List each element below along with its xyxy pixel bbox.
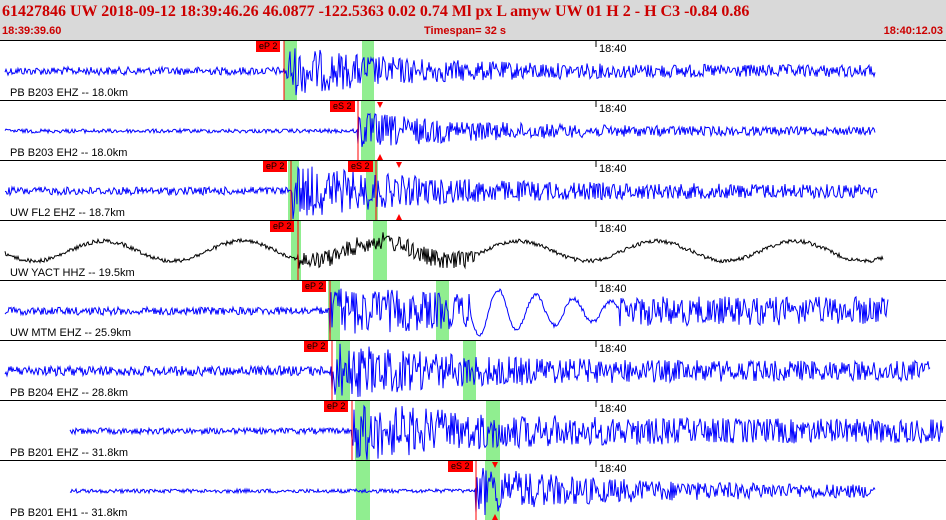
channel-label: PB B201 EHZ -- 31.8km — [10, 447, 128, 459]
seismic-trace — [4, 232, 884, 270]
pick-tag[interactable]: eP 2 — [256, 41, 281, 52]
trace-panel[interactable]: eS 2 18:40 PB B203 EH2 -- 18.0km — [0, 100, 946, 160]
channel-label: UW YACT HHZ -- 19.5km — [10, 267, 135, 279]
seismic-trace — [4, 112, 876, 147]
seismic-trace — [69, 467, 876, 516]
amplitude-marker-icon — [396, 162, 402, 168]
phase-window — [362, 41, 374, 100]
phase-window — [361, 101, 375, 160]
trace-panel[interactable]: eP 2 18:40 PB B201 EHZ -- 31.8km — [0, 400, 946, 460]
end-time-label: 18:40:12.03 — [883, 25, 943, 37]
trace-panel[interactable]: eP 2 18:40 PB B203 EHZ -- 18.0km — [0, 40, 946, 100]
seismogram-panel-stack[interactable]: eP 2 18:40 PB B203 EHZ -- 18.0km eS 2 18:40 P… — [0, 40, 946, 520]
phase-window — [485, 461, 500, 520]
time-tick-label: 18:40 — [599, 403, 627, 415]
channel-label: PB B203 EHZ -- 18.0km — [10, 87, 128, 99]
pick-tag[interactable]: eP 2 — [302, 281, 327, 292]
amplitude-marker-icon — [492, 514, 498, 520]
channel-label: UW MTM EHZ -- 25.9km — [10, 327, 131, 339]
time-tick-label: 18:40 — [599, 463, 627, 475]
time-tick-label: 18:40 — [599, 343, 627, 355]
channel-label: UW FL2 EHZ -- 18.7km — [10, 207, 125, 219]
waveform-plot — [4, 341, 931, 400]
pick-tag[interactable]: eS 2 — [330, 101, 355, 112]
event-header: 61427846 UW 2018-09-12 18:39:46.26 46.08… — [0, 0, 946, 40]
seismic-trace — [69, 404, 944, 460]
channel-label: PB B203 EH2 -- 18.0km — [10, 147, 128, 159]
time-tick-label: 18:40 — [599, 163, 627, 175]
pick-tag[interactable]: eS 2 — [348, 161, 373, 172]
time-tick-label: 18:40 — [599, 283, 627, 295]
seismic-trace — [4, 288, 889, 337]
waveform-plot — [69, 401, 944, 460]
amplitude-marker-icon — [396, 214, 402, 220]
amplitude-marker-icon — [377, 102, 383, 108]
event-summary: 61427846 UW 2018-09-12 18:39:46.26 46.08… — [2, 3, 750, 20]
amplitude-marker-icon — [492, 462, 498, 468]
waveform-plot — [4, 161, 878, 220]
phase-window — [373, 221, 387, 280]
trace-panel[interactable]: eP 2 eS 2 18:40 UW FL2 EHZ -- 18.7km — [0, 160, 946, 220]
waveform-plot — [4, 41, 876, 100]
pick-tag[interactable]: eP 2 — [270, 221, 295, 232]
pick-tag[interactable]: eP 2 — [304, 341, 329, 352]
channel-label: PB B201 EH1 -- 31.8km — [10, 507, 128, 519]
channel-label: PB B204 EHZ -- 28.8km — [10, 387, 128, 399]
waveform-plot — [4, 221, 884, 280]
waveform-plot — [4, 281, 889, 340]
seismic-trace — [4, 166, 878, 219]
phase-window — [288, 161, 299, 220]
time-tick-label: 18:40 — [599, 223, 627, 235]
trace-panel[interactable]: eP 2 18:40 PB B204 EHZ -- 28.8km — [0, 340, 946, 400]
waveform-plot — [69, 461, 876, 520]
trace-panel[interactable]: eS 2 18:40 PB B201 EH1 -- 31.8km — [0, 460, 946, 520]
start-time-label: 18:39:39.60 — [2, 25, 62, 37]
pick-tag[interactable]: eP 2 — [263, 161, 288, 172]
trace-panel[interactable]: eP 2 18:40 UW YACT HHZ -- 19.5km — [0, 220, 946, 280]
phase-window — [291, 221, 301, 280]
pick-tag[interactable]: eP 2 — [324, 401, 349, 412]
seismic-trace — [4, 48, 876, 96]
timespan-label: Timespan= 32 s — [424, 25, 507, 37]
seismic-trace — [4, 343, 931, 398]
waveform-plot — [4, 101, 876, 160]
time-tick-label: 18:40 — [599, 43, 627, 55]
time-tick-label: 18:40 — [599, 103, 627, 115]
pick-tag[interactable]: eS 2 — [448, 461, 473, 472]
trace-panel[interactable]: eP 2 18:40 UW MTM EHZ -- 25.9km — [0, 280, 946, 340]
amplitude-marker-icon — [377, 154, 383, 160]
